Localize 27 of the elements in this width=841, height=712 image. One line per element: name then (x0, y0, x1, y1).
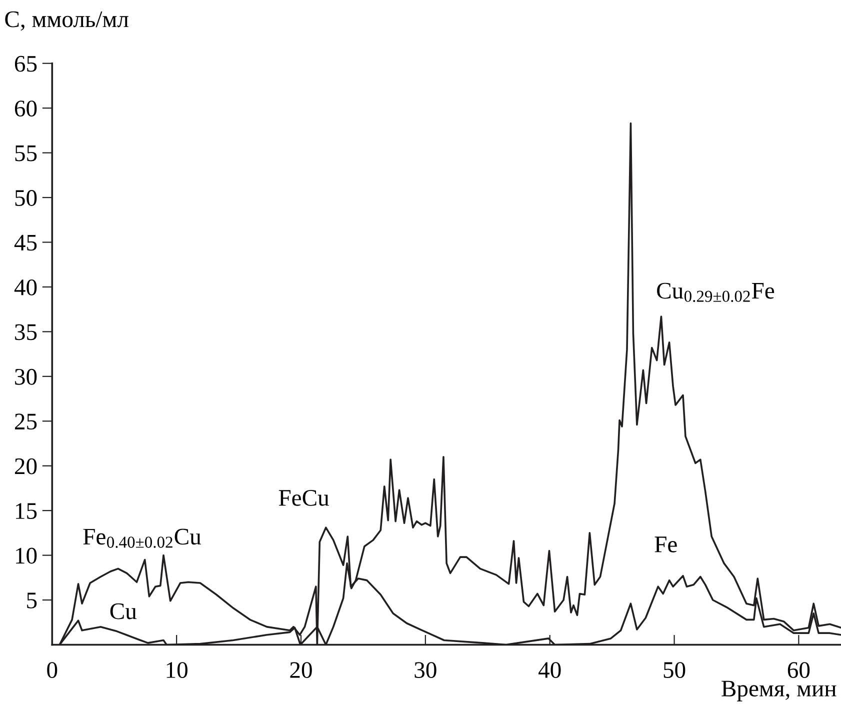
x-tick-label: 0 (47, 662, 58, 678)
x-tick-label: 40 (538, 662, 561, 678)
x-tick-label: 60 (788, 662, 810, 678)
y-tick-label: 20 (14, 458, 37, 474)
x-tick-label: 50 (664, 662, 686, 678)
y-tick-label: 15 (16, 503, 37, 519)
annotation: Cu (110, 603, 137, 620)
y-tick-label: 5 (27, 592, 37, 608)
y-tick-label: 35 (15, 324, 37, 340)
y-tick-label: 65 (14, 56, 37, 72)
annotation: Fe$_{0.40±0.02}$Cu (83, 528, 201, 548)
x-axis-title: Время, мин (722, 680, 836, 702)
y-tick-label: 50 (15, 190, 37, 206)
y-tick-label: 30 (15, 368, 37, 385)
y-axis-title: C, ммоль/мл (5, 11, 128, 31)
annotation: FeCu (278, 490, 329, 506)
y-tick-label: 45 (14, 234, 37, 251)
x-tick-label: 10 (166, 662, 188, 678)
x-tick-label: 20 (290, 662, 312, 678)
y-tick-label: 60 (14, 100, 37, 117)
annotation: Fe (654, 536, 677, 552)
x-tick-label: 30 (414, 662, 436, 678)
y-tick-label: 10 (16, 548, 37, 564)
annotation: Cu$_{0.29±0.02}$Fe (657, 282, 774, 302)
y-tick-label: 25 (14, 414, 37, 430)
y-tick-label: 40 (14, 279, 37, 296)
y-tick-label: 55 (15, 146, 37, 162)
